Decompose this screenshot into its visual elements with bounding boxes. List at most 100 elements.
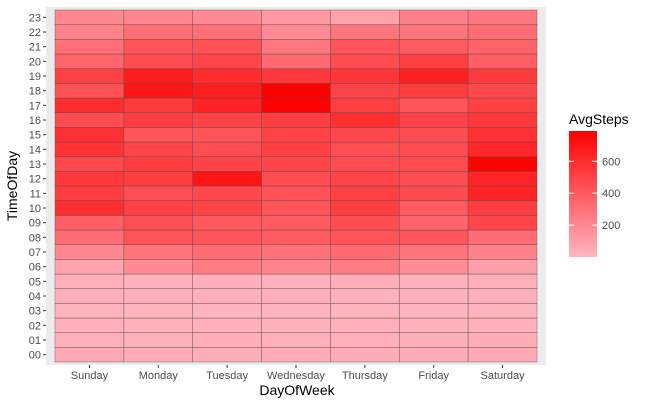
heatmap-tile xyxy=(330,38,400,55)
heatmap-tile xyxy=(398,9,469,26)
heatmap-tile xyxy=(467,273,538,290)
heatmap-tile xyxy=(192,302,262,319)
heatmap-tile xyxy=(261,346,331,363)
heatmap-tile xyxy=(330,229,400,246)
x-tick-label: Sunday xyxy=(71,370,109,382)
heatmap-tile xyxy=(261,53,331,70)
heatmap-tile xyxy=(192,24,262,40)
heatmap-tile xyxy=(398,332,469,348)
legend-ticks: 200 400 600 xyxy=(569,156,620,232)
heatmap-tile xyxy=(54,82,125,99)
heatmap-tile xyxy=(398,126,469,143)
heatmap-tile xyxy=(192,38,262,55)
heatmap-tile xyxy=(330,332,400,348)
heatmap-tile xyxy=(467,200,538,216)
heatmap-tile xyxy=(398,200,469,216)
heatmap-tile xyxy=(330,346,400,363)
heatmap-tile xyxy=(467,82,538,99)
heatmap-tile xyxy=(467,24,538,40)
heatmap-tile xyxy=(330,317,400,334)
heatmap-tile xyxy=(123,302,194,319)
heatmap-tile xyxy=(330,53,400,70)
heatmap-tile xyxy=(261,156,331,172)
heatmap-tile xyxy=(467,244,538,260)
heatmap-tile xyxy=(192,200,262,216)
heatmap-tile xyxy=(261,229,331,246)
heatmap-tile xyxy=(261,258,331,275)
heatmap-tile xyxy=(123,68,194,84)
heatmap-tile xyxy=(398,214,469,231)
heatmap-tile xyxy=(330,82,400,99)
heatmap-tile xyxy=(123,53,194,70)
heatmap-tile xyxy=(467,229,538,246)
heatmap-tile xyxy=(192,185,262,202)
heatmap-tile xyxy=(261,68,331,84)
heatmap-tile xyxy=(54,53,125,70)
heatmap-tile xyxy=(467,9,538,26)
heatmap-tile xyxy=(467,156,538,172)
y-tick-label: 21 xyxy=(29,42,41,54)
y-tick-label: 14 xyxy=(29,144,41,156)
heatmap-tile xyxy=(261,82,331,99)
legend-tick-label: 600 xyxy=(602,156,620,168)
heatmap-tile xyxy=(123,332,194,348)
heatmap-tile xyxy=(261,317,331,334)
heatmap-tile xyxy=(54,244,125,260)
heatmap-tile xyxy=(261,302,331,319)
heatmap-tile xyxy=(467,288,538,304)
y-tick-label: 13 xyxy=(29,159,41,171)
heatmap-tile xyxy=(398,273,469,290)
heatmap-tile xyxy=(123,346,194,363)
heatmap-tile xyxy=(467,214,538,231)
heatmap-tile xyxy=(54,112,125,128)
heatmap-tile xyxy=(261,112,331,128)
heatmap-tile xyxy=(261,288,331,304)
heatmap-tile xyxy=(123,126,194,143)
heatmap-tile xyxy=(330,244,400,260)
heatmap-tile xyxy=(398,53,469,70)
heatmap-tile xyxy=(398,156,469,172)
heatmap-tile xyxy=(261,332,331,348)
x-axis-ticks: Sunday Monday Tuesday Wednesday Thursday Frid… xyxy=(71,365,525,382)
heatmap-tile xyxy=(192,97,262,114)
heatmap-tile xyxy=(467,68,538,84)
y-tick-label: 03 xyxy=(29,306,41,318)
heatmap-tile xyxy=(398,38,469,55)
y-tick-label: 17 xyxy=(29,100,41,112)
heatmap-tile xyxy=(54,302,125,319)
y-tick-label: 09 xyxy=(29,218,41,230)
y-tick-label: 02 xyxy=(29,320,41,332)
heatmap-tile xyxy=(467,302,538,319)
heatmap-tile xyxy=(398,302,469,319)
heatmap-tile xyxy=(398,97,469,114)
heatmap-tile xyxy=(192,332,262,348)
x-tick-label: Tuesday xyxy=(206,370,248,382)
heatmap-tile xyxy=(123,141,194,158)
legend-title: AvgSteps xyxy=(569,111,629,127)
heatmap-tile xyxy=(398,258,469,275)
y-tick-label: 01 xyxy=(29,335,41,347)
heatmap-tile xyxy=(398,346,469,363)
legend-tick-label: 200 xyxy=(602,220,620,232)
heatmap-tile xyxy=(467,112,538,128)
heatmap-tile xyxy=(261,185,331,202)
heatmap-tile xyxy=(54,156,125,172)
heatmap-tile xyxy=(330,9,400,26)
legend-colorbar xyxy=(569,131,597,257)
heatmap-tile xyxy=(192,288,262,304)
x-axis-title: DayOfWeek xyxy=(259,382,335,398)
y-tick-label: 10 xyxy=(29,203,41,215)
heatmap-tile xyxy=(467,141,538,158)
heatmap-tile xyxy=(192,317,262,334)
heatmap-tile xyxy=(330,302,400,319)
heatmap-tile xyxy=(54,229,125,246)
heatmap-tile xyxy=(398,185,469,202)
heatmap-tile xyxy=(192,214,262,231)
y-tick-label: 19 xyxy=(29,71,41,83)
y-tick-label: 08 xyxy=(29,232,41,244)
heatmap-tile xyxy=(398,112,469,128)
heatmap-tile xyxy=(467,170,538,187)
heatmap-tile xyxy=(330,214,400,231)
heatmap-tile xyxy=(192,68,262,84)
y-tick-label: 00 xyxy=(29,350,41,362)
